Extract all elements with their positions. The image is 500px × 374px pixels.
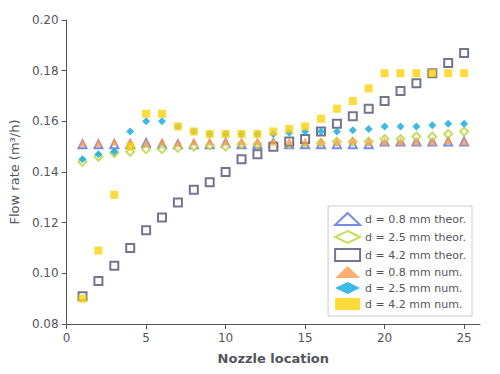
svg-text:20: 20 [377,331,392,345]
svg-text:0.08: 0.08 [32,317,59,331]
svg-text:d = 0.8 mm theor.: d = 0.8 mm theor. [365,213,466,226]
svg-text:0.16: 0.16 [32,114,59,128]
svg-text:5: 5 [142,331,150,345]
svg-text:Nozzle location: Nozzle location [218,351,329,366]
svg-text:d = 4.2 mm theor.: d = 4.2 mm theor. [365,249,466,262]
svg-text:0.18: 0.18 [32,64,59,78]
svg-text:0.12: 0.12 [32,216,59,230]
svg-text:d = 2.5 mm theor.: d = 2.5 mm theor. [365,231,466,244]
svg-text:d = 4.2 mm num.: d = 4.2 mm num. [365,298,462,311]
svg-text:d = 0.8 mm num.: d = 0.8 mm num. [365,266,462,279]
svg-text:0: 0 [63,331,71,345]
svg-text:10: 10 [218,331,233,345]
svg-text:25: 25 [456,331,471,345]
svg-text:Flow rate (m³/h): Flow rate (m³/h) [7,120,22,225]
svg-text:15: 15 [297,331,312,345]
svg-text:0.20: 0.20 [32,13,59,27]
svg-text:d = 2.5 mm num.: d = 2.5 mm num. [365,282,462,295]
svg-text:0.10: 0.10 [32,266,59,280]
svg-text:0.14: 0.14 [32,165,59,179]
